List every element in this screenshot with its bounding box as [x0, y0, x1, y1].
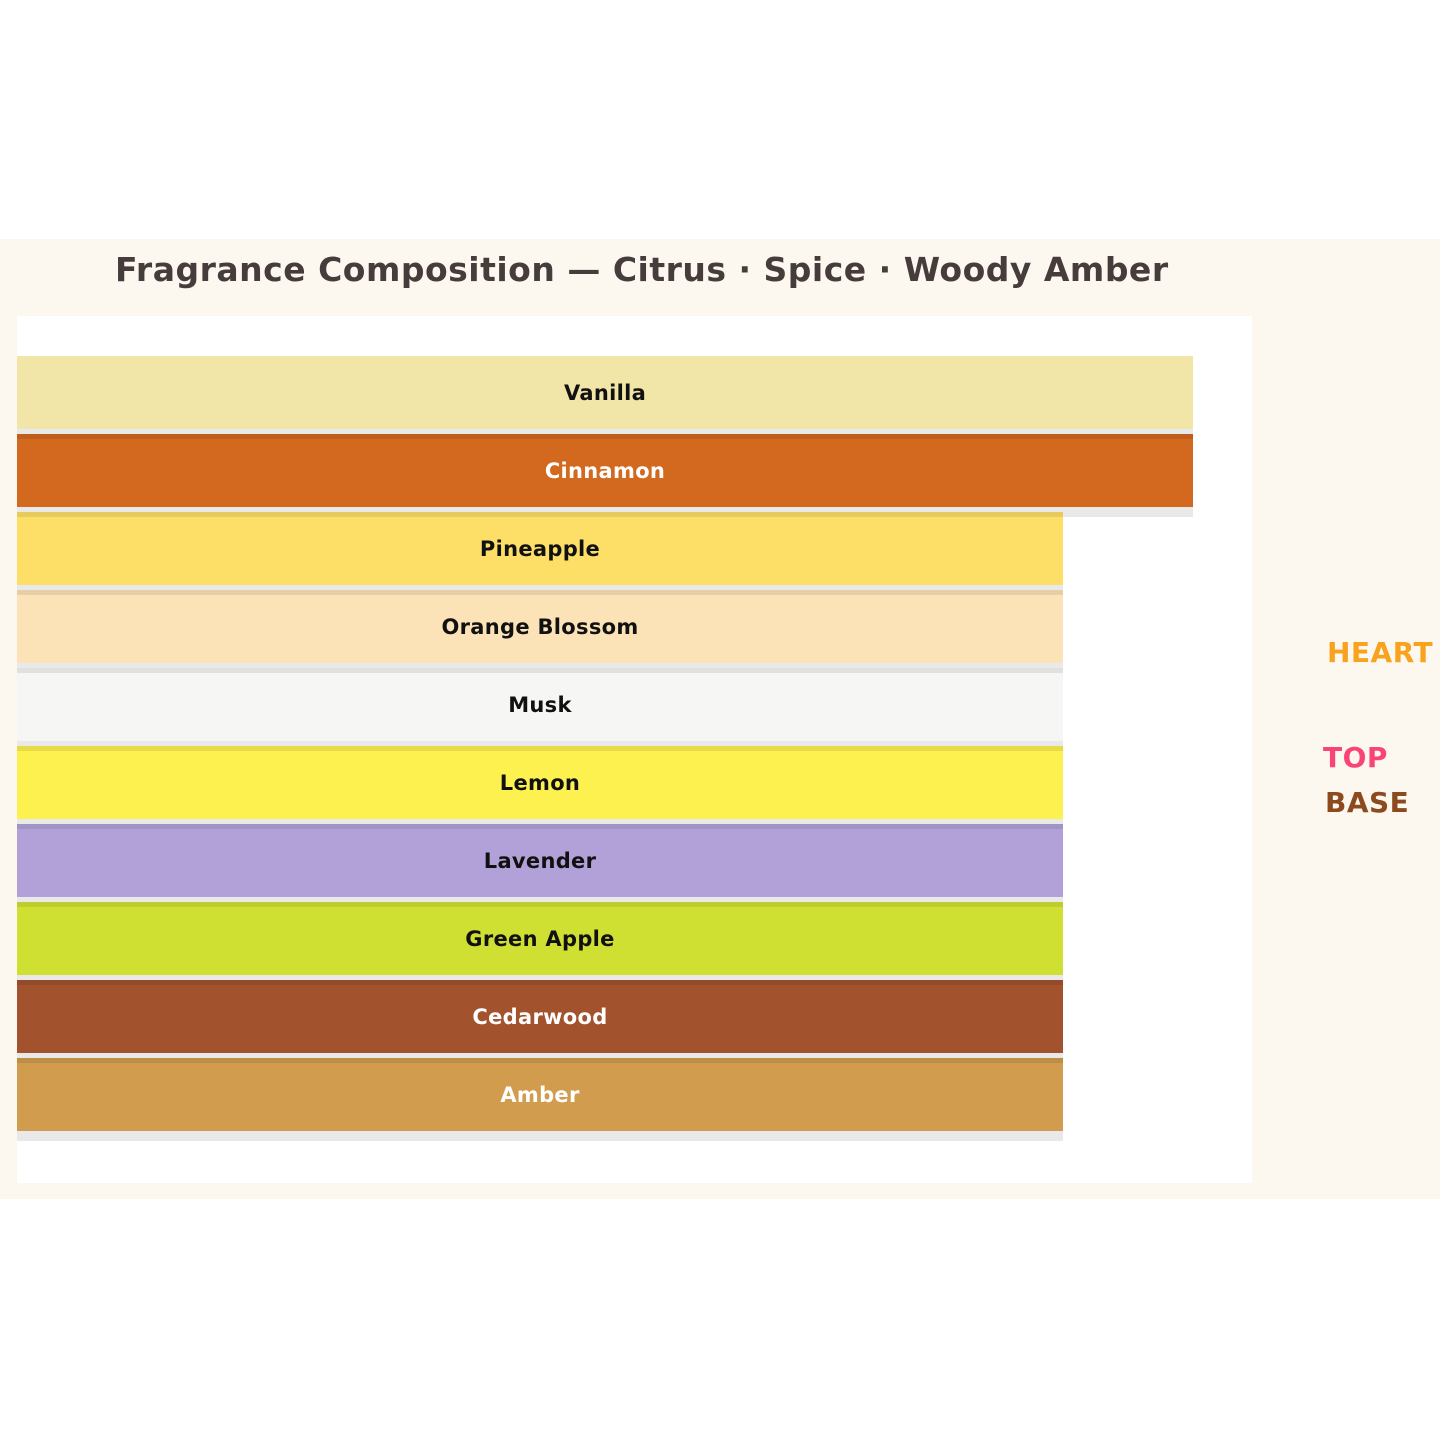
legend-top: TOP	[1323, 741, 1388, 774]
bar-label: Orange Blossom	[441, 614, 639, 639]
bar-orange-blossom: Orange Blossom	[17, 590, 1063, 663]
bar-chart: Vanilla Cinnamon Pineapple Orange Blossom Mu…	[17, 316, 1252, 1183]
bar-amber: Amber	[17, 1058, 1063, 1131]
chart-title: Fragrance Composition — Citrus · Spice ·…	[115, 250, 1169, 289]
bar-label: Lavender	[483, 848, 597, 873]
bar-lavender: Lavender	[17, 824, 1063, 897]
bar-musk: Musk	[17, 668, 1063, 741]
bar-label: Vanilla	[563, 380, 647, 405]
bar-label: Pineapple	[479, 536, 601, 561]
bar-label: Cedarwood	[472, 1004, 608, 1029]
bar-pineapple: Pineapple	[17, 512, 1063, 585]
legend-base: BASE	[1325, 786, 1410, 819]
bar-vanilla: Vanilla	[17, 356, 1193, 429]
bar-label: Green Apple	[465, 926, 615, 951]
bar-green-apple: Green Apple	[17, 902, 1063, 975]
bar-label: Amber	[500, 1082, 580, 1107]
legend-heart: HEART	[1327, 636, 1434, 669]
bar-lemon: Lemon	[17, 746, 1063, 819]
chart-panel: Vanilla Cinnamon Pineapple Orange Blossom Mu…	[17, 316, 1252, 1183]
bar-cedarwood: Cedarwood	[17, 980, 1063, 1053]
bar-label: Cinnamon	[544, 458, 666, 483]
bar-cinnamon: Cinnamon	[17, 434, 1193, 507]
bar-label: Lemon	[499, 770, 581, 795]
bar-label: Musk	[508, 692, 572, 717]
